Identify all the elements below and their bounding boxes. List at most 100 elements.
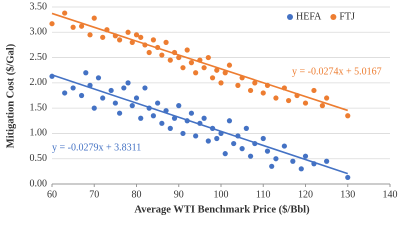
point xyxy=(133,32,140,38)
point xyxy=(302,153,309,159)
point xyxy=(150,113,156,119)
y-tick-label: 2.00 xyxy=(30,77,48,88)
trendline xyxy=(51,74,349,175)
point xyxy=(239,146,245,152)
y-tick-label: 0.00 xyxy=(30,178,48,189)
point xyxy=(273,95,279,101)
point xyxy=(62,10,68,16)
legend-marker xyxy=(287,14,293,20)
legend-label: HEFA xyxy=(296,11,322,22)
point xyxy=(205,138,211,144)
point xyxy=(133,95,140,101)
point xyxy=(167,57,173,63)
point xyxy=(231,140,237,147)
point xyxy=(226,62,233,68)
point xyxy=(252,80,258,86)
point xyxy=(205,54,211,61)
point xyxy=(121,85,127,91)
point xyxy=(70,24,76,30)
x-tick-label: 60 xyxy=(47,189,57,200)
point xyxy=(78,23,85,29)
point xyxy=(117,110,123,116)
x-tick-label: 140 xyxy=(383,189,398,200)
point xyxy=(138,115,144,121)
point xyxy=(209,75,216,81)
point xyxy=(286,97,292,104)
point xyxy=(184,47,190,53)
point xyxy=(129,39,135,46)
point xyxy=(226,118,233,124)
x-tick-label: 70 xyxy=(89,189,99,200)
point xyxy=(180,65,186,71)
point xyxy=(201,65,207,71)
point xyxy=(264,148,271,154)
point xyxy=(100,34,106,40)
point xyxy=(159,52,165,58)
x-tick-label: 100 xyxy=(214,189,229,200)
background xyxy=(0,0,400,218)
point xyxy=(163,39,169,46)
point xyxy=(138,34,144,40)
point xyxy=(146,49,152,56)
point xyxy=(345,174,351,181)
point xyxy=(269,163,275,169)
point xyxy=(235,82,241,88)
point xyxy=(150,37,156,43)
point xyxy=(281,143,287,149)
point xyxy=(345,113,351,119)
point xyxy=(167,125,173,131)
point xyxy=(324,95,330,101)
y-tick-label: 1.50 xyxy=(30,102,48,113)
point xyxy=(214,67,220,73)
point xyxy=(247,87,254,94)
point xyxy=(112,100,118,106)
trendline-label: y = -0.0279x + 3.8311 xyxy=(52,142,141,153)
point xyxy=(319,103,325,109)
y-axis-label: Mitigation Cost ($/Gal) xyxy=(5,43,16,148)
point xyxy=(180,130,186,137)
point xyxy=(155,100,161,106)
point xyxy=(129,103,135,109)
point xyxy=(78,92,85,99)
point xyxy=(201,115,207,121)
trendline-label: y = -0.0274x + 5.0167 xyxy=(292,66,382,77)
y-tick-label: 3.50 xyxy=(30,1,48,12)
point xyxy=(142,85,148,91)
point xyxy=(91,15,97,21)
point xyxy=(87,32,93,38)
point xyxy=(260,90,266,96)
point xyxy=(324,158,330,164)
point xyxy=(62,90,68,96)
point xyxy=(298,166,304,172)
x-tick-label: 90 xyxy=(174,189,184,200)
point xyxy=(290,158,296,164)
x-tick-label: 130 xyxy=(340,189,355,200)
point xyxy=(218,80,224,86)
point xyxy=(49,21,55,27)
x-tick-label: 120 xyxy=(298,189,313,200)
point xyxy=(260,135,266,142)
y-tick-label: 2.50 xyxy=(30,52,48,63)
point xyxy=(108,87,114,94)
point xyxy=(117,37,123,43)
point xyxy=(70,85,76,91)
y-tick-label: 1.00 xyxy=(30,128,48,139)
point xyxy=(188,60,195,66)
point xyxy=(273,156,279,162)
point xyxy=(188,110,195,116)
legend-marker xyxy=(330,14,337,20)
point xyxy=(91,105,97,111)
point xyxy=(125,80,131,86)
y-tick-label: 0.50 xyxy=(30,153,48,164)
trendline xyxy=(51,12,348,112)
point xyxy=(193,70,199,76)
x-tick-label: 80 xyxy=(132,189,142,200)
point xyxy=(159,120,165,126)
chart: Average WTI Benchmark Price ($/Bbl) Miti… xyxy=(0,0,400,218)
point xyxy=(311,87,317,94)
point xyxy=(100,95,106,101)
point xyxy=(247,153,254,159)
point xyxy=(125,29,131,35)
point xyxy=(302,100,309,106)
point xyxy=(193,133,199,139)
